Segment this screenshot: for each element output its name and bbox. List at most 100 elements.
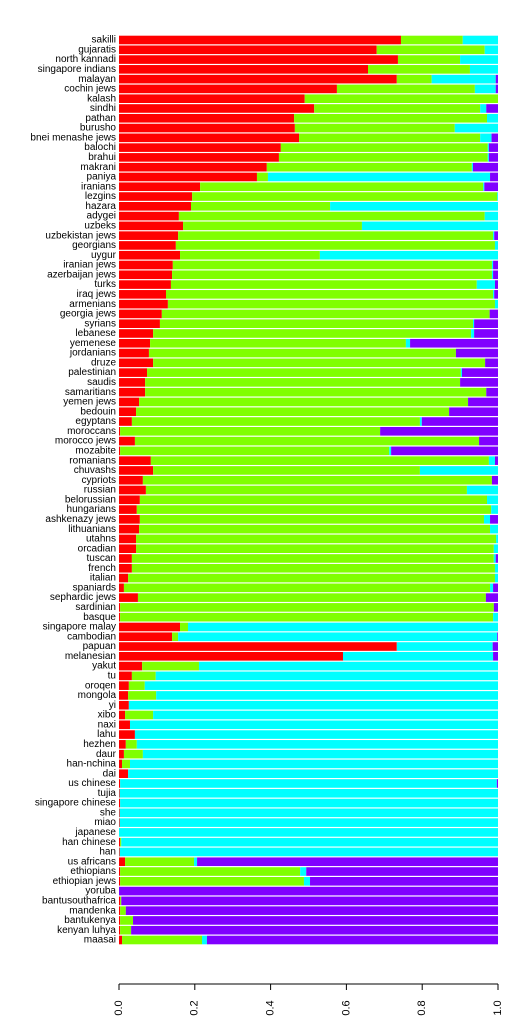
y-tick-label: bnei menashe jews	[30, 132, 116, 143]
bar-segment	[119, 358, 154, 368]
bar-segment	[389, 446, 392, 456]
bar-segment	[491, 270, 494, 280]
y-tick-label: georgians	[72, 240, 116, 251]
bar-segment	[493, 652, 498, 661]
y-tick-label: iranians	[81, 181, 116, 192]
y-tick-label: orcadian	[78, 543, 116, 554]
bar-segment	[491, 260, 494, 270]
bar-segment	[145, 485, 467, 495]
bar-segment	[119, 407, 137, 417]
bar-segment	[119, 319, 160, 328]
bar-segment	[479, 436, 498, 446]
bar-segment	[131, 925, 499, 935]
bar-segment	[131, 554, 494, 563]
bar-segment	[487, 495, 498, 505]
bar-segment	[139, 495, 488, 505]
bar-segment	[494, 573, 498, 583]
bar-segment	[119, 847, 120, 857]
bar-segment	[493, 603, 498, 612]
bar-segment	[487, 143, 489, 152]
bar-segment	[119, 632, 173, 642]
y-tick-label: jordanians	[69, 348, 116, 359]
bar-segment	[119, 583, 124, 593]
bar-segment	[119, 475, 143, 485]
bar-segment	[462, 35, 498, 45]
bar-segment	[119, 691, 129, 700]
bar-segment	[119, 338, 151, 348]
bar-segment	[165, 290, 494, 299]
y-tick-label: japanese	[74, 827, 116, 838]
y-tick-label: lithuanians	[68, 524, 116, 535]
bar-segment	[494, 231, 498, 240]
bar-segment	[119, 925, 121, 935]
bar-segment	[119, 916, 121, 925]
bar-segment	[483, 515, 491, 524]
y-tick-label: melanesian	[65, 651, 116, 662]
bar-segment	[119, 534, 137, 544]
bar-segment	[119, 290, 166, 299]
bar-segment	[119, 250, 181, 260]
bar-segment	[136, 407, 450, 417]
y-tick-label: balochi	[84, 142, 116, 153]
bar-segment	[119, 113, 295, 123]
bar-segment	[396, 642, 493, 651]
bar-segment	[489, 309, 498, 319]
bar-segment	[119, 192, 193, 201]
bar-segment	[460, 55, 498, 64]
bar-segment	[136, 505, 492, 514]
bar-segment	[119, 211, 179, 221]
y-tick-label: palestinian	[68, 367, 116, 378]
bar-segment	[119, 622, 181, 632]
bar-segment	[400, 35, 463, 45]
bar-segment	[123, 749, 143, 759]
y-tick-label: yi	[109, 700, 116, 711]
bar-segment	[170, 280, 477, 289]
bar-segment	[336, 84, 475, 94]
bar-segment	[119, 847, 499, 857]
bar-segment	[119, 299, 168, 309]
bar-segment	[119, 573, 129, 583]
y-tick-label: singapore indians	[38, 64, 116, 75]
bar-segment	[119, 720, 130, 730]
bar-segment	[119, 661, 143, 671]
bar-segment	[120, 779, 497, 788]
bar-segment	[496, 779, 498, 788]
y-tick-label: papuan	[83, 641, 116, 652]
bar-segment	[493, 260, 498, 270]
bar-segment	[119, 877, 121, 886]
y-tick-label: brahui	[88, 152, 116, 163]
bar-segment	[119, 935, 123, 945]
bar-segment	[121, 896, 499, 906]
bar-segment	[474, 84, 496, 94]
bar-segment	[125, 857, 195, 867]
bar-segment	[175, 241, 495, 250]
bar-segment	[119, 808, 120, 818]
bar-segment	[410, 338, 498, 348]
bar-segment	[119, 603, 121, 612]
bar-segment	[487, 113, 498, 123]
bar-segment	[306, 867, 498, 876]
bar-segment	[178, 231, 494, 240]
bar-segment	[129, 720, 498, 730]
y-tick-label: moroccans	[67, 426, 116, 437]
bar-segment	[488, 143, 498, 152]
y-tick-label: tujia	[98, 788, 117, 799]
y-tick-label: yakut	[92, 661, 116, 672]
bar-segment	[495, 554, 498, 563]
bar-segment	[134, 436, 480, 446]
bar-segment	[119, 397, 140, 407]
bar-segment	[136, 534, 497, 544]
y-tick-label: tu	[108, 671, 116, 682]
bar-segment	[136, 740, 499, 749]
bar-segment	[119, 133, 300, 143]
bar-segment	[119, 906, 121, 915]
bar-segment	[460, 368, 462, 377]
bar-segment	[119, 329, 154, 338]
bar-segment	[119, 74, 397, 84]
bar-segment	[119, 652, 343, 661]
y-tick-label: uzbeks	[84, 221, 116, 232]
bar-segment	[342, 652, 494, 661]
bar-segment	[119, 368, 148, 377]
y-tick-label: morocco jews	[55, 436, 116, 447]
bar-segment	[490, 515, 498, 524]
